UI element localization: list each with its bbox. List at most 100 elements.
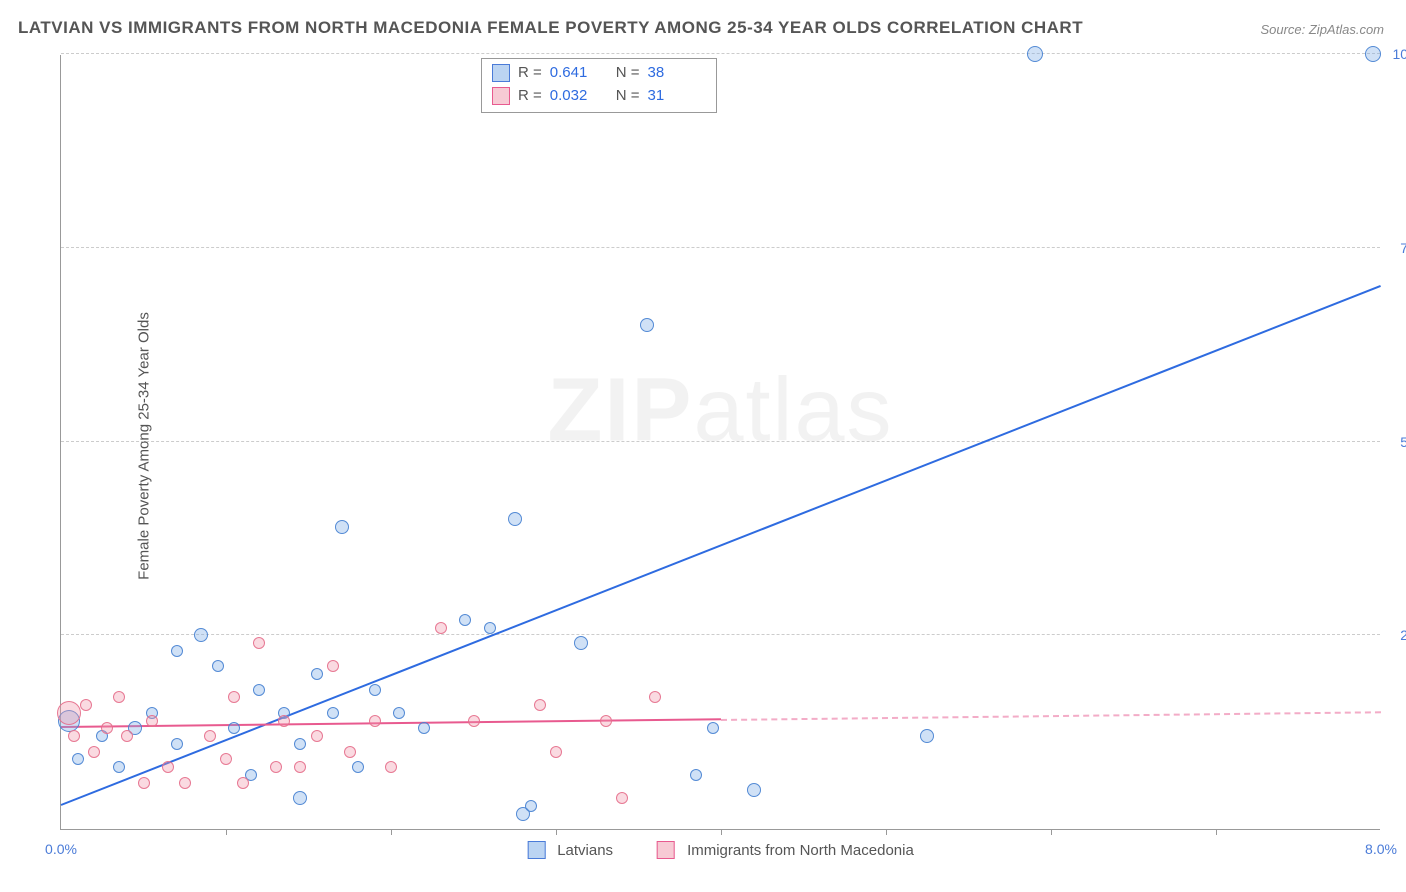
y-tick-label: 25.0% (1400, 627, 1406, 643)
data-point (435, 622, 447, 634)
data-point (344, 746, 356, 758)
data-point (484, 622, 496, 634)
n-label: N = (616, 62, 640, 85)
data-point (194, 628, 208, 642)
data-point (138, 777, 150, 789)
source-credit: Source: ZipAtlas.com (1260, 22, 1384, 37)
n-value: 31 (648, 85, 706, 108)
data-point (146, 715, 158, 727)
data-point (68, 730, 80, 742)
correlation-stats-box: R = 0.641 N = 38 R = 0.032 N = 31 (481, 58, 717, 113)
trend-line (721, 711, 1381, 721)
data-point (600, 715, 612, 727)
x-tick-label: 8.0% (1365, 841, 1397, 857)
data-point (162, 761, 174, 773)
data-point (369, 684, 381, 696)
data-point (113, 691, 125, 703)
y-tick-label: 100.0% (1393, 46, 1406, 62)
data-point (327, 660, 339, 672)
data-point (113, 761, 125, 773)
data-point (237, 777, 249, 789)
watermark-rest: atlas (693, 361, 893, 461)
x-tick (391, 829, 392, 835)
data-point (253, 637, 265, 649)
data-point (352, 761, 364, 773)
swatch-icon (492, 87, 510, 105)
gridline (61, 441, 1380, 442)
x-tick (226, 829, 227, 835)
r-label: R = (518, 62, 542, 85)
data-point (1027, 46, 1043, 62)
data-point (80, 699, 92, 711)
gridline (61, 634, 1380, 635)
data-point (1365, 46, 1381, 62)
data-point (294, 738, 306, 750)
x-tick (1051, 829, 1052, 835)
watermark-bold: ZIP (547, 361, 693, 461)
data-point (72, 753, 84, 765)
data-point (418, 722, 430, 734)
data-point (690, 769, 702, 781)
data-point (550, 746, 562, 758)
data-point (459, 614, 471, 626)
data-point (311, 730, 323, 742)
x-tick (1216, 829, 1217, 835)
stats-row: R = 0.032 N = 31 (492, 85, 706, 108)
data-point (616, 792, 628, 804)
x-tick (721, 829, 722, 835)
data-point (293, 791, 307, 805)
data-point (171, 645, 183, 657)
n-value: 38 (648, 62, 706, 85)
data-point (171, 738, 183, 750)
data-point (220, 753, 232, 765)
data-point (228, 722, 240, 734)
data-point (508, 512, 522, 526)
y-tick-label: 75.0% (1400, 240, 1406, 256)
data-point (468, 715, 480, 727)
data-point (270, 761, 282, 773)
data-point (335, 520, 349, 534)
swatch-icon (527, 841, 545, 859)
data-point (228, 691, 240, 703)
data-point (101, 722, 113, 734)
data-point (57, 701, 81, 725)
legend: Latvians Immigrants from North Macedonia (527, 841, 914, 859)
x-tick (886, 829, 887, 835)
data-point (920, 729, 934, 743)
watermark: ZIPatlas (547, 360, 893, 463)
data-point (278, 715, 290, 727)
data-point (204, 730, 216, 742)
data-point (369, 715, 381, 727)
data-point (534, 699, 546, 711)
data-point (640, 318, 654, 332)
scatter-plot-area: ZIPatlas R = 0.641 N = 38 R = 0.032 N = … (60, 55, 1380, 830)
data-point (212, 660, 224, 672)
data-point (327, 707, 339, 719)
trend-line (61, 285, 1382, 806)
data-point (574, 636, 588, 650)
gridline (61, 53, 1380, 54)
data-point (311, 668, 323, 680)
data-point (525, 800, 537, 812)
stats-row: R = 0.641 N = 38 (492, 62, 706, 85)
data-point (121, 730, 133, 742)
data-point (747, 783, 761, 797)
swatch-icon (492, 64, 510, 82)
legend-label: Immigrants from North Macedonia (687, 842, 914, 859)
data-point (649, 691, 661, 703)
n-label: N = (616, 85, 640, 108)
data-point (294, 761, 306, 773)
swatch-icon (657, 841, 675, 859)
data-point (88, 746, 100, 758)
gridline (61, 247, 1380, 248)
data-point (393, 707, 405, 719)
x-tick (556, 829, 557, 835)
data-point (253, 684, 265, 696)
data-point (179, 777, 191, 789)
r-label: R = (518, 85, 542, 108)
legend-label: Latvians (557, 842, 613, 859)
y-tick-label: 50.0% (1400, 434, 1406, 450)
trend-line (61, 719, 721, 729)
data-point (385, 761, 397, 773)
data-point (707, 722, 719, 734)
